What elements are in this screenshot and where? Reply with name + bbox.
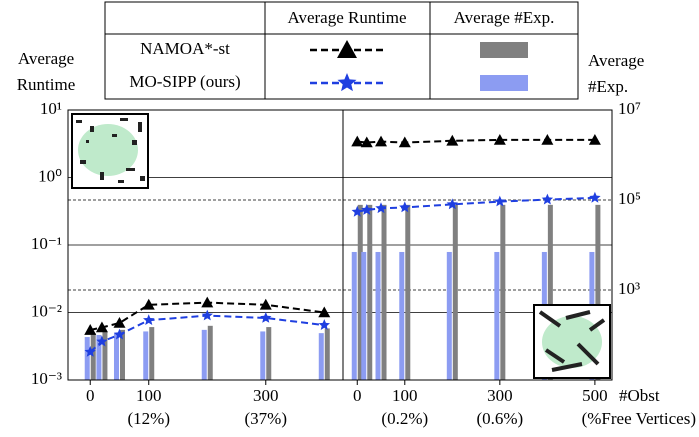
- exp-bar: [452, 204, 458, 380]
- y-tick-label: 10¹: [40, 99, 62, 118]
- exp-bar: [119, 329, 125, 380]
- exp-bar: [351, 251, 357, 380]
- marker: [588, 133, 601, 145]
- exp-bar: [102, 331, 108, 380]
- marker: [375, 135, 388, 147]
- y-tick-label: 10⁻²: [31, 301, 62, 320]
- marker: [351, 205, 363, 217]
- marker: [493, 133, 506, 145]
- marker: [260, 312, 272, 323]
- x-tick-sublabel: (12%): [128, 409, 170, 428]
- marker: [201, 296, 214, 308]
- exp-bar: [446, 251, 452, 380]
- y-tick-label: 10⁻¹: [31, 234, 62, 253]
- marker: [337, 40, 357, 58]
- y-axis-title: Runtime: [17, 75, 76, 94]
- y-tick-label: 10⁻³: [31, 369, 62, 388]
- marker: [84, 324, 97, 335]
- runtime-line: [357, 196, 595, 213]
- y-axis-title: Average: [18, 49, 74, 68]
- x-tick-label: 100: [136, 386, 162, 405]
- legend-header: Average Runtime: [287, 8, 406, 27]
- marker: [95, 321, 108, 333]
- runtime-line: [89, 314, 325, 353]
- x-tick-sublabel: (0.6%): [476, 409, 523, 428]
- exp-bar: [260, 331, 266, 380]
- y2-tick-label: 10⁷: [618, 99, 641, 118]
- inset-map: [71, 113, 149, 189]
- marker: [84, 346, 96, 357]
- exp-bar: [84, 337, 90, 380]
- x-tick-sublabel: (0.2%): [381, 409, 428, 428]
- marker: [113, 316, 126, 328]
- exp-bar: [500, 204, 506, 380]
- exp-bar: [143, 331, 149, 380]
- y-tick-label: 10⁰: [38, 166, 62, 185]
- exp-bar: [361, 251, 367, 380]
- marker: [361, 204, 373, 215]
- exp-bar: [207, 325, 213, 380]
- marker: [318, 306, 331, 318]
- marker: [541, 193, 554, 205]
- marker: [351, 135, 364, 147]
- marker: [113, 328, 126, 340]
- x-tick-label: 0: [353, 386, 362, 405]
- marker: [399, 201, 411, 213]
- exp-bar: [494, 251, 500, 380]
- exp-bar: [375, 251, 381, 380]
- marker: [494, 195, 506, 207]
- exp-bar: [96, 335, 102, 380]
- legend-label: NAMOA*-st: [140, 39, 230, 58]
- y2-axis-title: #Exp.: [588, 77, 628, 96]
- exp-bar: [324, 328, 330, 380]
- x-tick-label: 0: [86, 386, 95, 405]
- exp-bar: [367, 204, 373, 380]
- marker: [259, 298, 272, 310]
- exp-bar: [318, 333, 324, 380]
- legend-label: MO-SIPP (ours): [129, 72, 240, 91]
- marker: [201, 309, 213, 321]
- exp-bar: [357, 204, 363, 380]
- y2-tick-label: 10⁵: [618, 189, 641, 208]
- inset-map: [533, 304, 611, 379]
- y2-axis-title: Average: [588, 51, 644, 70]
- marker: [446, 198, 458, 210]
- marker: [398, 136, 411, 148]
- exp-bar: [149, 327, 155, 380]
- legend-header: Average #Exp.: [454, 8, 555, 27]
- exp-bar: [399, 251, 405, 380]
- legend-table: [104, 1, 579, 100]
- runtime-line: [357, 138, 595, 144]
- marker: [142, 298, 155, 310]
- y2-tick-label: 10³: [618, 279, 640, 298]
- x-tick-label: 500: [582, 386, 608, 405]
- exp-bar: [201, 329, 207, 380]
- exp-bar: [266, 327, 272, 380]
- exp-bar: [595, 204, 601, 380]
- x-tick-label: 100: [392, 386, 418, 405]
- marker: [446, 134, 459, 146]
- marker: [337, 73, 357, 92]
- marker: [96, 335, 108, 347]
- exp-bar: [405, 204, 411, 380]
- legend-bar: [480, 75, 528, 91]
- plot-frame: [67, 109, 613, 381]
- x-tick-label: 300: [487, 386, 513, 405]
- marker: [360, 136, 373, 148]
- marker: [541, 133, 554, 145]
- marker: [318, 319, 330, 330]
- exp-bar: [113, 333, 119, 380]
- exp-bar: [381, 204, 387, 380]
- exp-bar: [90, 333, 96, 380]
- x-tick-label: 300: [253, 386, 279, 405]
- marker: [589, 191, 601, 203]
- x-axis-title: #Obst: [619, 386, 660, 405]
- legend-bar: [480, 42, 528, 58]
- exp-bar: [547, 204, 553, 380]
- x-tick-sublabel: (37%): [245, 409, 287, 428]
- marker: [143, 314, 155, 325]
- marker: [375, 202, 387, 214]
- x-axis-subtitle: (%Free Vertices): [582, 409, 696, 428]
